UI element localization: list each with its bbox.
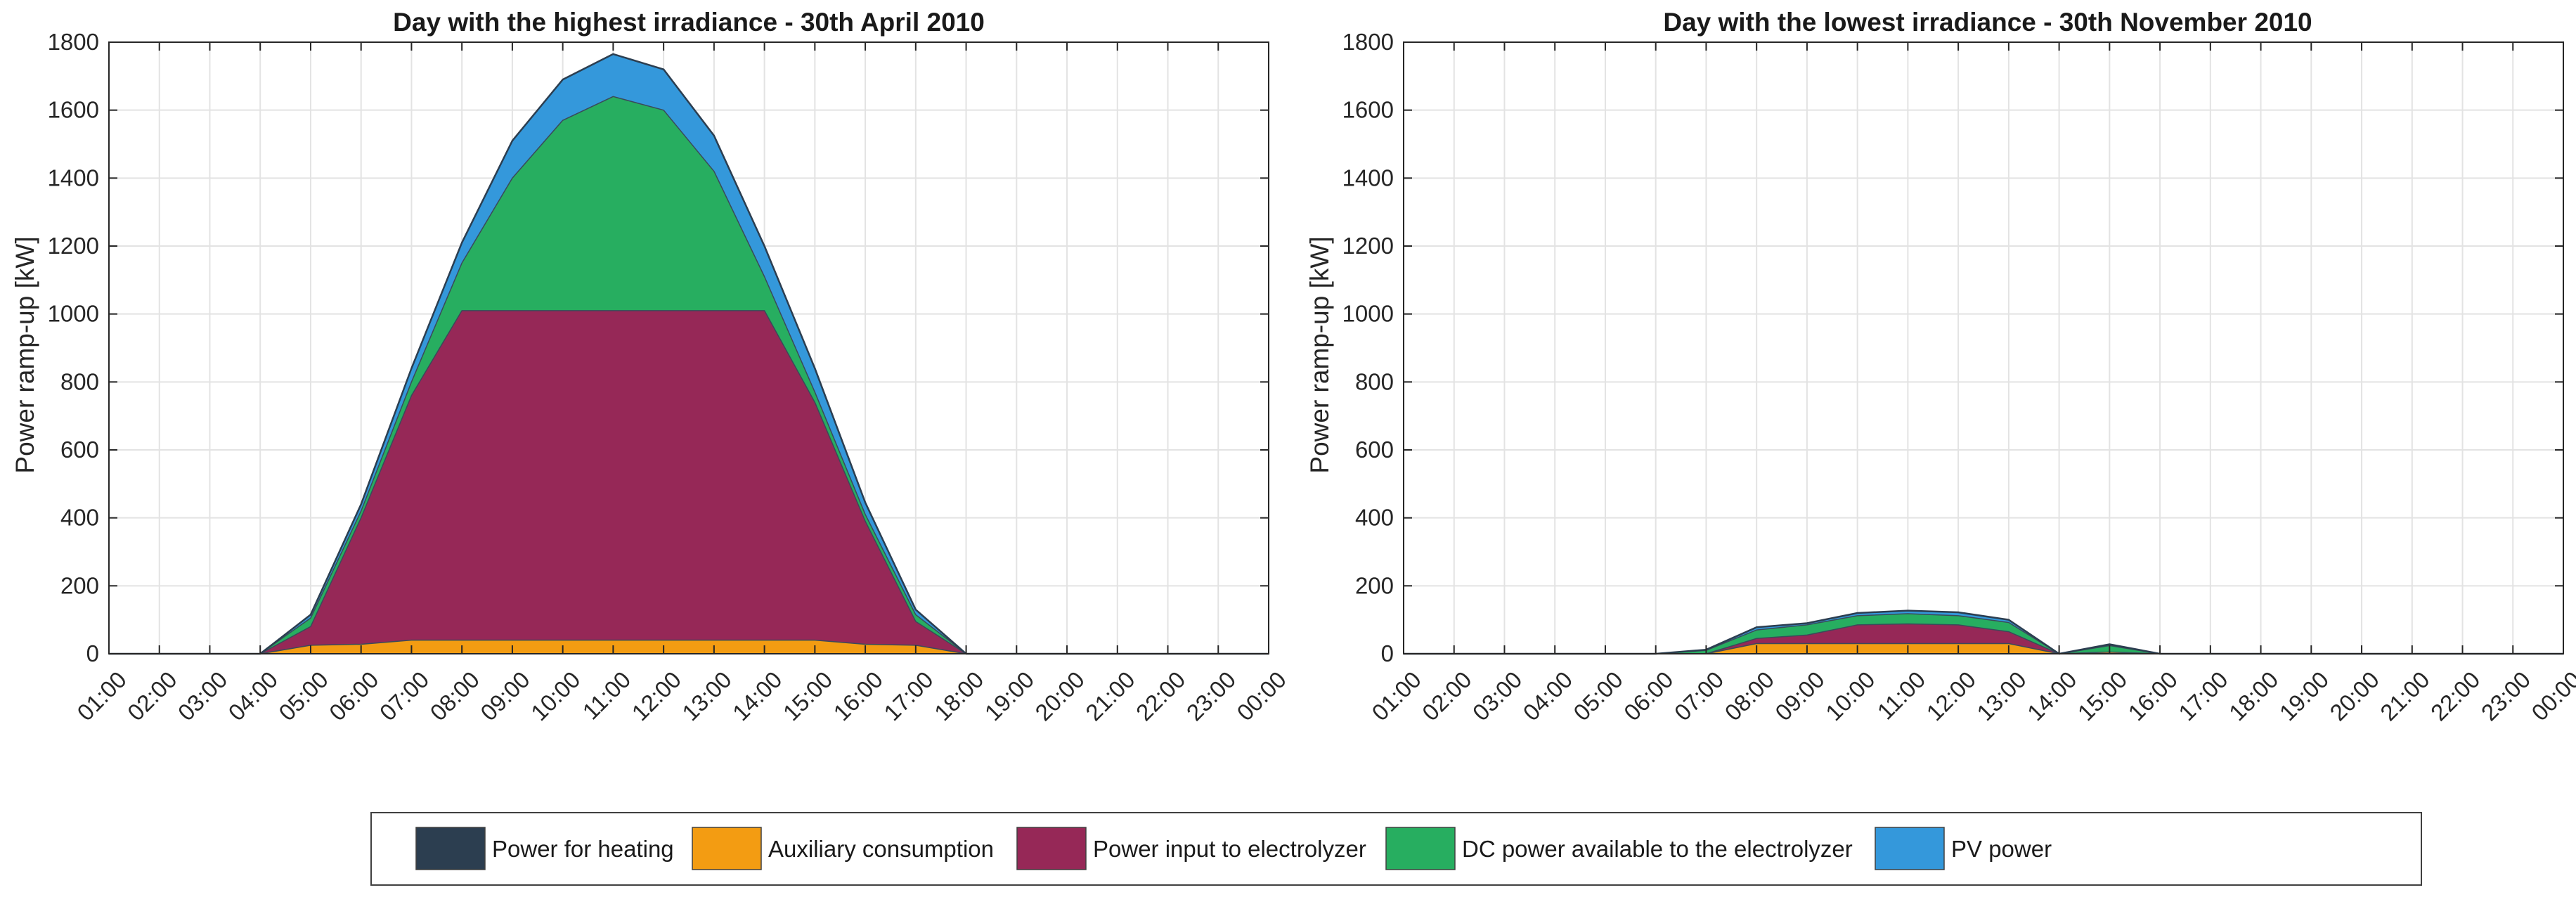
x-tick-label: 19:00 — [2274, 666, 2334, 726]
x-tick-label: 22:00 — [1131, 666, 1191, 726]
x-tick-label: 07:00 — [1669, 666, 1729, 726]
x-tick-label: 02:00 — [1417, 666, 1477, 726]
legend-label-power-for-heating: Power for heating — [492, 836, 674, 862]
x-tick-label: 15:00 — [2073, 666, 2132, 726]
x-tick-label: 20:00 — [2324, 666, 2384, 726]
x-tick-label: 14:00 — [727, 666, 787, 726]
legend-label-pv-power: PV power — [1951, 836, 2052, 862]
chart-left: Day with the highest irradiance - 30th A… — [11, 8, 1291, 725]
legend-label-auxiliary-consumption: Auxiliary consumption — [768, 836, 994, 862]
chart-right-ylabel: Power ramp-up [kW] — [1305, 236, 1334, 473]
y-tick-label: 800 — [1355, 368, 1394, 394]
x-tick-label: 00:00 — [1231, 666, 1291, 726]
x-tick-label: 18:00 — [2224, 666, 2284, 726]
y-tick-label: 800 — [60, 368, 99, 394]
x-tick-label: 05:00 — [273, 666, 333, 726]
x-tick-label: 12:00 — [1921, 666, 1981, 726]
x-tick-label: 21:00 — [2375, 666, 2435, 726]
plot-area — [1404, 42, 2563, 654]
y-tick-label: 1000 — [1342, 301, 1394, 327]
x-tick-label: 13:00 — [677, 666, 737, 726]
y-tick-label: 400 — [60, 505, 99, 531]
x-tick-label: 03:00 — [1468, 666, 1527, 726]
x-tick-label: 06:00 — [324, 666, 384, 726]
x-tick-label: 01:00 — [1366, 666, 1426, 726]
ticks — [108, 41, 1269, 654]
x-tick-label: 17:00 — [879, 666, 938, 726]
x-tick-label: 04:00 — [1518, 666, 1578, 726]
axes-frame — [108, 41, 1269, 654]
x-tick-label: 09:00 — [475, 666, 535, 726]
x-tick-label: 10:00 — [1820, 666, 1880, 726]
x-tick-label: 17:00 — [2173, 666, 2233, 726]
y-tick-label: 0 — [86, 640, 99, 666]
y-tick-label: 600 — [1355, 437, 1394, 463]
x-tick-label: 01:00 — [72, 666, 131, 726]
legend-swatch-auxiliary-consumption — [692, 827, 762, 870]
x-tick-label: 19:00 — [980, 666, 1040, 726]
y-tick-label: 1200 — [48, 233, 99, 259]
legend-label-power-input-to-electrolyzer: Power input to electrolyzer — [1093, 836, 1366, 862]
x-tick-label: 16:00 — [2123, 666, 2182, 726]
x-tick-label: 15:00 — [778, 666, 838, 726]
legend-swatch-power-for-heating — [415, 827, 486, 870]
y-tick-label: 1600 — [48, 97, 99, 123]
y-tick-label: 0 — [1381, 640, 1394, 666]
legend: Power for heating Auxiliary consumption Po… — [370, 812, 2422, 886]
chart-left-title: Day with the highest irradiance - 30th A… — [393, 8, 985, 37]
legend-label-dc-power-available-to-the-electrolyzer: DC power available to the electrolyzer — [1462, 836, 1853, 862]
legend-swatch-power-input-to-electrolyzer — [1016, 827, 1087, 870]
x-tick-label: 11:00 — [577, 666, 635, 725]
x-tick-label: 23:00 — [1182, 666, 1241, 726]
x-tick-label: 03:00 — [173, 666, 233, 726]
x-tick-label: 07:00 — [375, 666, 434, 726]
chart-left-ylabel: Power ramp-up [kW] — [11, 236, 39, 473]
y-tick-label: 1200 — [1342, 233, 1394, 259]
y-tick-label: 1000 — [48, 301, 99, 327]
x-tick-label: 08:00 — [425, 666, 485, 726]
x-tick-label: 10:00 — [526, 666, 585, 726]
x-tick-label: 05:00 — [1568, 666, 1628, 726]
x-tick-label: 14:00 — [2022, 666, 2082, 726]
x-tick-label: 12:00 — [626, 666, 686, 726]
x-tick-label: 18:00 — [929, 666, 989, 726]
y-tick-label: 1800 — [1342, 29, 1394, 55]
y-tick-label: 600 — [60, 437, 99, 463]
chart-right: Day with the lowest irradiance - 30th No… — [1305, 8, 2576, 725]
y-tick-label: 200 — [1355, 572, 1394, 598]
x-tick-label: 09:00 — [1770, 666, 1830, 726]
ticks — [1403, 41, 2564, 654]
x-tick-label: 06:00 — [1619, 666, 1678, 726]
y-tick-label: 1400 — [1342, 164, 1394, 191]
x-tick-label: 21:00 — [1080, 666, 1140, 726]
y-tick-label: 1800 — [48, 29, 99, 55]
y-tick-label: 400 — [1355, 505, 1394, 531]
legend-swatch-pv-power — [1875, 827, 1945, 870]
x-tick-label: 11:00 — [1872, 666, 1930, 725]
y-tick-label: 1600 — [1342, 97, 1394, 123]
x-tick-label: 08:00 — [1720, 666, 1780, 726]
chart-right-title: Day with the lowest irradiance - 30th No… — [1663, 8, 2312, 37]
y-tick-label: 1400 — [48, 164, 99, 191]
x-tick-label: 16:00 — [828, 666, 888, 726]
x-tick-label: 20:00 — [1030, 666, 1089, 726]
legend-swatch-dc-power-available-to-the-electrolyzer — [1385, 827, 1456, 870]
x-tick-label: 02:00 — [122, 666, 182, 726]
x-tick-label: 23:00 — [2476, 666, 2536, 726]
x-tick-label: 22:00 — [2426, 666, 2485, 726]
y-tick-label: 200 — [60, 572, 99, 598]
x-tick-label: 04:00 — [224, 666, 283, 726]
x-tick-label: 13:00 — [1972, 666, 2031, 726]
axes-frame — [1403, 41, 2564, 654]
x-tick-label: 00:00 — [2526, 666, 2576, 726]
